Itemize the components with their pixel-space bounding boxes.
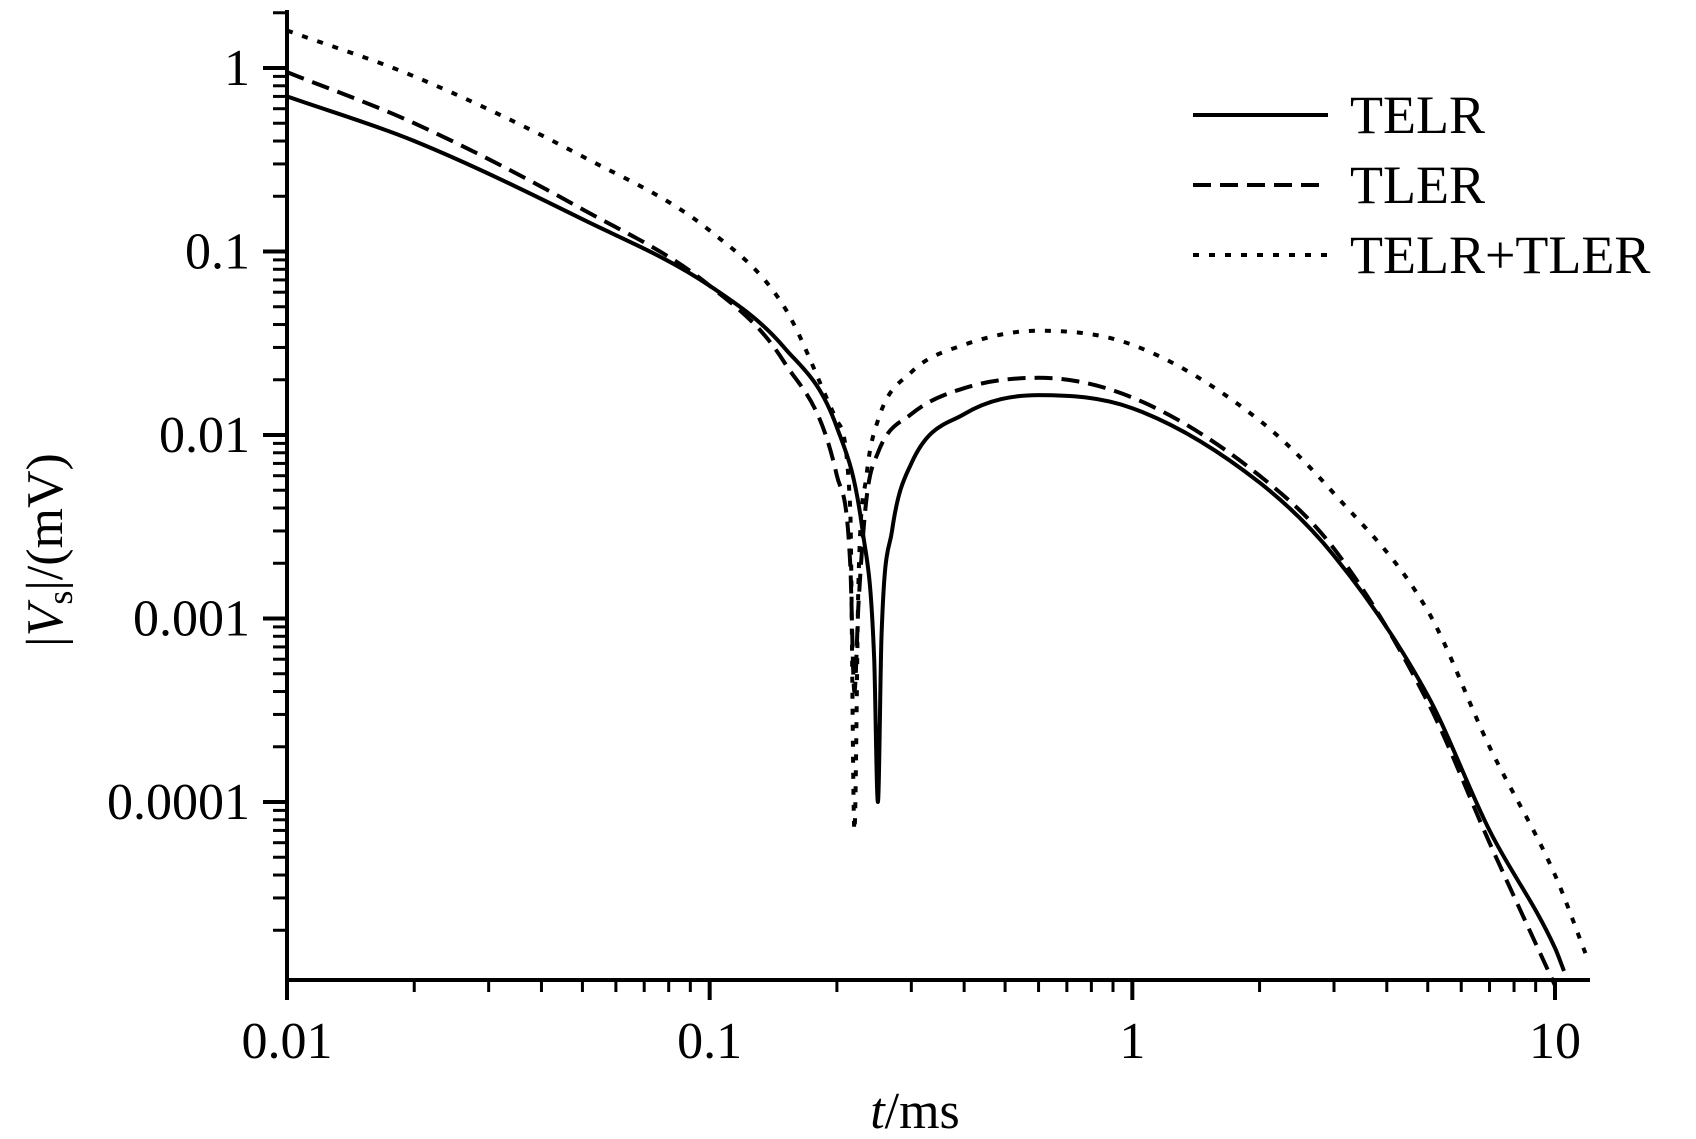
legend-label: TELR xyxy=(1350,85,1485,145)
legend-label: TELR+TLER xyxy=(1350,225,1650,285)
series-line-tler xyxy=(286,70,1557,987)
x-tick-label: 0.1 xyxy=(677,1013,742,1070)
y-tick-label: 0.001 xyxy=(133,591,250,648)
y-tick-label: 0.0001 xyxy=(107,774,250,831)
y-tick-label: 0.01 xyxy=(159,407,250,464)
legend-label: TLER xyxy=(1350,155,1485,215)
y-tick-label: 1 xyxy=(224,40,250,97)
y-axis-label: |Vs|/(mV) xyxy=(17,453,80,647)
series-line-telr-tler xyxy=(286,28,1588,954)
x-tick-label: 0.01 xyxy=(242,1013,333,1070)
ticks: 0.01 0.1 1 10 1 0.1 0.01 0.001 0.0001 xyxy=(107,11,1581,1070)
legend: TELR TLER TELR+TLER xyxy=(1193,85,1650,285)
x-tick-label: 1 xyxy=(1119,1013,1145,1070)
y-tick-label: 0.1 xyxy=(185,224,250,281)
x-tick-label: 10 xyxy=(1529,1013,1581,1070)
series-layer xyxy=(286,28,1588,987)
x-axis-label: t/ms xyxy=(870,1083,960,1139)
